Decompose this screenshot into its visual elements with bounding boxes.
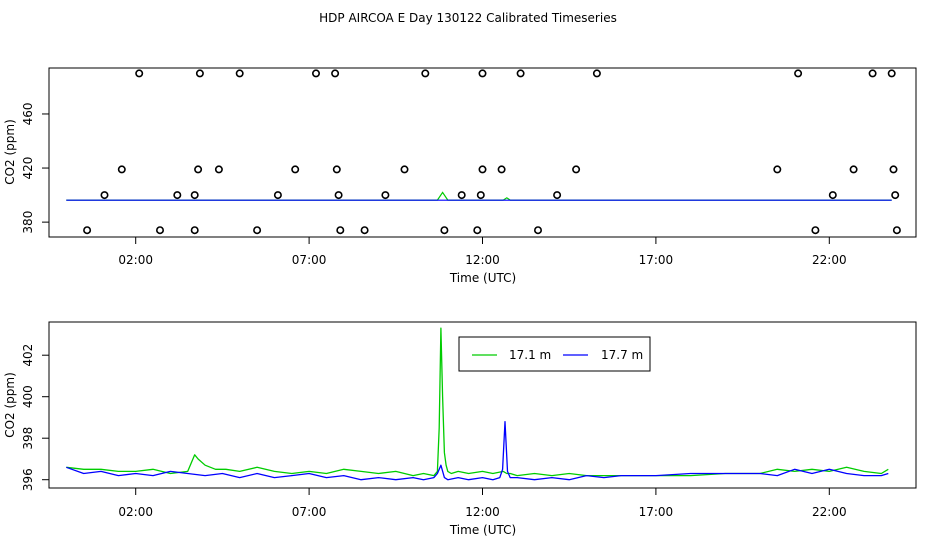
bottom-x-axis: 02:00 07:00 12:00 17:00 22:00 xyxy=(118,488,847,519)
top-scatter-point-18 xyxy=(334,191,343,200)
top-scatter-point-41 xyxy=(868,69,877,78)
top-x-tick-label-4: 22:00 xyxy=(812,253,847,267)
bottom-x-tick-label-0: 02:00 xyxy=(118,505,153,519)
top-y-tick-label-0: 380 xyxy=(21,211,35,234)
bottom-legend: 17.1 m 17.7 m xyxy=(458,336,651,372)
top-scatter-point-42 xyxy=(887,69,896,78)
top-scatter-point-17 xyxy=(332,165,341,174)
top-x-tick-label-3: 17:00 xyxy=(639,253,674,267)
top-scatter-point-45 xyxy=(892,226,901,235)
top-y-axis: 380 420 460 xyxy=(21,103,49,234)
top-y-tick-label-2: 460 xyxy=(21,103,35,126)
top-x-tick-label-2: 12:00 xyxy=(465,253,500,267)
bottom-x-tick-label-1: 07:00 xyxy=(292,505,327,519)
top-scatter-point-0 xyxy=(83,226,92,235)
top-scatter-point-15 xyxy=(311,69,320,78)
top-scatter-point-31 xyxy=(516,69,525,78)
top-scatter-point-33 xyxy=(553,191,562,200)
chart-title: HDP AIRCOA E Day 130122 Calibrated Times… xyxy=(319,11,617,25)
legend-label-17-7m: 17.7 m xyxy=(601,348,643,362)
top-scatter-point-2 xyxy=(117,165,126,174)
top-scatter-point-40 xyxy=(849,165,858,174)
top-y-axis-label: CO2 (ppm) xyxy=(3,119,17,185)
top-scatter-point-43 xyxy=(889,165,898,174)
top-scatter-point-24 xyxy=(440,226,449,235)
top-scatter-point-27 xyxy=(476,191,485,200)
bottom-x-axis-label: Time (UTC) xyxy=(449,523,516,537)
top-scatter-point-1 xyxy=(100,191,109,200)
top-scatter-point-36 xyxy=(773,165,782,174)
top-scatter-point-12 xyxy=(253,226,262,235)
top-scatter-point-16 xyxy=(331,69,340,78)
top-scatter-point-44 xyxy=(891,191,900,200)
top-scatter-point-29 xyxy=(478,69,487,78)
bottom-panel: 02:00 07:00 12:00 17:00 22:00 396 398 400 402 1… xyxy=(3,321,917,537)
top-series-lines xyxy=(66,191,892,201)
top-scatter-point-4 xyxy=(156,226,165,235)
top-scatter-point-37 xyxy=(794,69,803,78)
top-scatter-point-7 xyxy=(190,226,199,235)
bottom-y-tick-label-1: 398 xyxy=(21,427,35,450)
bottom-y-tick-label-3: 402 xyxy=(21,344,35,367)
top-panel: 02:00 07:00 12:00 17:00 22:00 380 420 460 Time… xyxy=(3,67,917,285)
bottom-series-line-1 xyxy=(66,420,889,481)
bottom-y-axis-label: CO2 (ppm) xyxy=(3,372,17,438)
top-scatter-point-26 xyxy=(473,226,482,235)
top-scatter-point-13 xyxy=(273,191,282,200)
bottom-series-lines xyxy=(66,327,889,481)
top-scatter-point-10 xyxy=(214,165,223,174)
top-scatter-point-23 xyxy=(421,69,430,78)
top-scatter-point-28 xyxy=(478,165,487,174)
top-scatter-point-6 xyxy=(190,191,199,200)
top-x-tick-label-1: 07:00 xyxy=(292,253,327,267)
top-scatter-point-9 xyxy=(195,69,204,78)
top-scatter-point-19 xyxy=(336,226,345,235)
top-scatter-point-32 xyxy=(533,226,542,235)
top-x-axis: 02:00 07:00 12:00 17:00 22:00 xyxy=(118,237,847,267)
top-scatter-point-34 xyxy=(572,165,581,174)
bottom-y-tick-label-0: 396 xyxy=(21,468,35,491)
top-scatter-point-8 xyxy=(194,165,203,174)
top-scatter-point-14 xyxy=(291,165,300,174)
bottom-y-axis: 396 398 400 402 xyxy=(21,344,49,491)
top-scatter-points xyxy=(83,69,901,235)
top-scatter-point-22 xyxy=(400,165,409,174)
top-x-tick-label-0: 02:00 xyxy=(118,253,153,267)
bottom-x-tick-label-4: 22:00 xyxy=(812,505,847,519)
bottom-x-tick-label-3: 17:00 xyxy=(639,505,674,519)
legend-box xyxy=(458,336,651,372)
top-scatter-point-20 xyxy=(360,226,369,235)
top-scatter-point-38 xyxy=(811,226,820,235)
top-scatter-point-30 xyxy=(497,165,506,174)
top-scatter-point-5 xyxy=(173,191,182,200)
top-scatter-point-25 xyxy=(457,191,466,200)
top-scatter-point-3 xyxy=(135,69,144,78)
bottom-y-tick-label-2: 400 xyxy=(21,385,35,408)
top-y-tick-label-1: 420 xyxy=(21,157,35,180)
top-scatter-point-11 xyxy=(235,69,244,78)
top-scatter-point-21 xyxy=(381,191,390,200)
bottom-x-tick-label-2: 12:00 xyxy=(465,505,500,519)
legend-label-17-1m: 17.1 m xyxy=(509,348,551,362)
top-x-axis-label: Time (UTC) xyxy=(449,271,516,285)
top-scatter-point-39 xyxy=(828,191,837,200)
top-scatter-point-35 xyxy=(592,69,601,78)
